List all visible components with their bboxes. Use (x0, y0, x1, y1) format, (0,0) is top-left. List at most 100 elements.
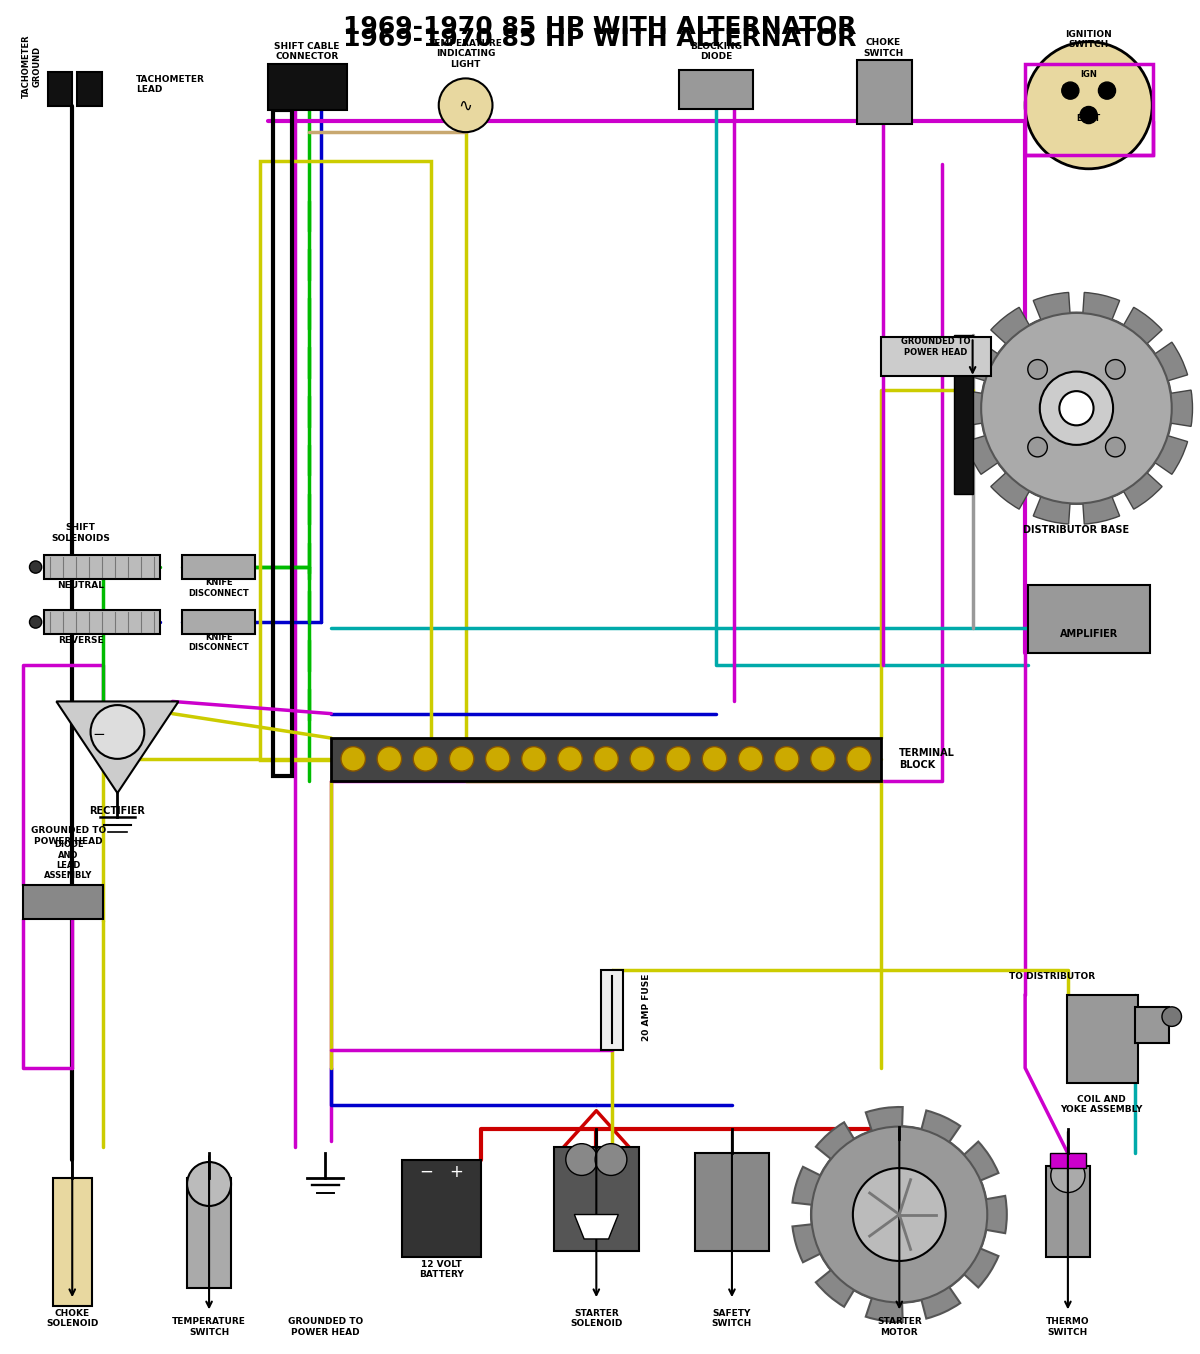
Circle shape (90, 705, 144, 758)
Text: −: − (420, 1163, 433, 1181)
Text: 1969-1970 85 HP WITH ALTERNATOR: 1969-1970 85 HP WITH ALTERNATOR (343, 27, 857, 51)
Bar (53, 1178, 91, 1307)
Circle shape (1025, 42, 1152, 169)
Bar (272, 110, 292, 776)
Text: TERMINAL
BLOCK: TERMINAL BLOCK (899, 747, 955, 769)
Circle shape (774, 746, 799, 770)
Wedge shape (1033, 292, 1076, 409)
Text: 20 AMP FUSE: 20 AMP FUSE (642, 974, 650, 1040)
Polygon shape (56, 701, 179, 793)
Circle shape (1105, 360, 1126, 379)
Wedge shape (816, 1122, 899, 1215)
Wedge shape (1076, 292, 1120, 409)
Bar (44, 609, 161, 634)
Text: TACHOMETER
GROUND: TACHOMETER GROUND (23, 34, 42, 97)
Text: GROUNDED TO
POWER HEAD: GROUNDED TO POWER HEAD (31, 826, 107, 845)
Text: COIL AND
YOKE ASSEMBLY: COIL AND YOKE ASSEMBLY (1060, 1095, 1142, 1114)
Circle shape (565, 1144, 598, 1175)
Bar (260, 161, 432, 760)
Circle shape (1098, 83, 1116, 99)
Circle shape (413, 746, 438, 770)
Text: THERMO
SWITCH: THERMO SWITCH (1046, 1317, 1090, 1336)
Bar (1046, 1166, 1090, 1258)
Wedge shape (1076, 409, 1188, 474)
Wedge shape (899, 1141, 998, 1215)
Bar (1050, 1154, 1086, 1169)
Wedge shape (792, 1167, 899, 1215)
Text: TEMPERATURE
INDICATING
LIGHT: TEMPERATURE INDICATING LIGHT (428, 39, 503, 69)
Circle shape (30, 616, 42, 628)
Text: SAFETY
SWITCH: SAFETY SWITCH (712, 1309, 752, 1328)
Bar (48, 72, 72, 107)
Text: SHIFT CABLE
CONNECTOR: SHIFT CABLE CONNECTOR (274, 42, 340, 61)
Circle shape (341, 746, 366, 770)
Circle shape (1105, 437, 1126, 456)
Circle shape (439, 79, 492, 133)
Wedge shape (1076, 307, 1162, 409)
Circle shape (486, 746, 510, 770)
Circle shape (811, 1127, 988, 1303)
Wedge shape (965, 343, 1076, 409)
Circle shape (982, 313, 1171, 504)
Text: AMPLIFIER: AMPLIFIER (1060, 630, 1117, 639)
Bar (954, 334, 973, 494)
Wedge shape (991, 409, 1076, 509)
Text: STARTER
MOTOR: STARTER MOTOR (877, 1317, 922, 1336)
Bar (553, 1147, 640, 1251)
Text: IGN: IGN (1080, 70, 1097, 80)
Wedge shape (865, 1215, 902, 1322)
Text: IGNITION
SWITCH: IGNITION SWITCH (1066, 30, 1112, 49)
Text: +: + (449, 1163, 463, 1181)
Circle shape (853, 1169, 946, 1261)
Bar (881, 337, 991, 376)
Wedge shape (899, 1215, 960, 1319)
Circle shape (595, 1144, 626, 1175)
Text: S: S (1061, 84, 1067, 92)
Text: KNIFE
DISCONNECT: KNIFE DISCONNECT (188, 634, 250, 653)
Text: TEMPERATURE
SWITCH: TEMPERATURE SWITCH (172, 1317, 246, 1336)
Bar (77, 72, 102, 107)
Bar (857, 60, 912, 123)
Circle shape (30, 561, 42, 573)
Circle shape (1039, 371, 1114, 445)
Wedge shape (899, 1196, 1007, 1233)
Circle shape (811, 1127, 988, 1303)
Circle shape (811, 746, 835, 770)
Text: BATT: BATT (1076, 114, 1100, 123)
Circle shape (1080, 107, 1097, 123)
Circle shape (1062, 83, 1079, 99)
Circle shape (1162, 1007, 1182, 1026)
Circle shape (738, 746, 763, 770)
Bar (601, 971, 623, 1049)
Wedge shape (1076, 409, 1120, 524)
Wedge shape (816, 1215, 899, 1307)
Bar (1135, 1007, 1169, 1044)
Wedge shape (899, 1110, 960, 1215)
Text: REVERSE: REVERSE (58, 636, 103, 645)
Text: STARTER
SOLENOID: STARTER SOLENOID (570, 1309, 623, 1328)
Bar (182, 555, 256, 580)
Bar (331, 738, 881, 781)
Wedge shape (991, 307, 1076, 409)
Circle shape (1051, 1158, 1085, 1193)
Text: ∿: ∿ (458, 96, 473, 114)
Text: RECTIFIER: RECTIFIER (90, 807, 145, 816)
Bar (182, 609, 256, 634)
Text: GROUNDED TO
POWER HEAD: GROUNDED TO POWER HEAD (288, 1317, 362, 1336)
Wedge shape (1076, 409, 1162, 509)
Circle shape (187, 1162, 232, 1206)
Circle shape (449, 746, 474, 770)
Circle shape (1027, 437, 1048, 456)
Polygon shape (575, 1215, 618, 1239)
Circle shape (630, 746, 654, 770)
Wedge shape (1076, 390, 1193, 427)
Bar (1027, 585, 1150, 653)
Text: 1969-1970 85 HP WITH ALTERNATOR: 1969-1970 85 HP WITH ALTERNATOR (343, 15, 857, 39)
Bar (695, 1154, 768, 1251)
Bar (402, 1159, 481, 1258)
Bar (1025, 64, 1153, 156)
Bar (268, 64, 347, 110)
Text: BLOCKING
DIODE: BLOCKING DIODE (690, 42, 742, 61)
Wedge shape (1076, 343, 1188, 409)
Text: TACHOMETER
LEAD: TACHOMETER LEAD (136, 74, 205, 95)
